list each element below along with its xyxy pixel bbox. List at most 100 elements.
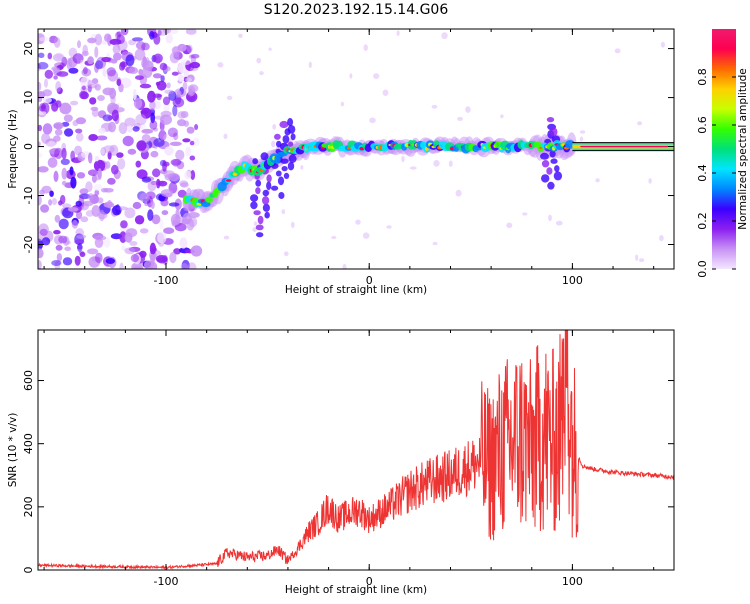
heatmap-cell: [170, 158, 182, 166]
heatmap-cell: [549, 150, 556, 158]
heatmap-cell: [432, 241, 438, 246]
y-tick-label: -20: [22, 236, 35, 254]
heatmap-cell: [277, 176, 285, 186]
heatmap-cell: [659, 235, 664, 242]
heatmap-cell: [648, 178, 652, 184]
colorbar: 0.0 0.2 0.4 0.6 0.8 Normalized spectral ampl…: [696, 29, 749, 278]
heatmap-cell: [135, 75, 144, 80]
heatmap-cell: [139, 83, 152, 89]
heatmap-cell: [167, 127, 178, 138]
heatmap-cell: [70, 150, 76, 162]
heatmap-cell: [40, 204, 50, 213]
heatmap-cell: [44, 69, 53, 79]
heatmap-cell: [431, 104, 438, 109]
heatmap-cell: [110, 58, 118, 64]
heatmap-cell: [38, 52, 45, 58]
heatmap-cell: [98, 127, 106, 134]
heatmap-cell: [190, 245, 203, 257]
y-tick-label: 0: [22, 143, 35, 150]
heatmap-cell: [192, 137, 200, 147]
heatmap-cell: [153, 138, 165, 147]
heatmap-cell: [76, 172, 86, 179]
heatmap-cell: [94, 33, 103, 46]
heatmap-cell: [639, 258, 645, 262]
heatmap-cell: [71, 219, 79, 229]
heatmap-cell: [546, 117, 555, 123]
heatmap-cell: [159, 219, 164, 230]
heatmap-cell: [38, 260, 42, 269]
heatmap-cell: [132, 37, 143, 42]
heatmap-cell: [108, 121, 116, 133]
heatmap-cell: [135, 114, 147, 126]
heatmap-cell: [129, 241, 138, 246]
heatmap-cell: [162, 29, 172, 34]
heatmap-cell: [116, 78, 122, 87]
heatmap-cell: [103, 236, 111, 248]
heatmap-cell: [290, 133, 296, 141]
heatmap-cell: [51, 198, 58, 205]
heatmap-cell: [157, 29, 162, 36]
heatmap-cell: [455, 189, 462, 197]
heatmap-cell: [118, 122, 128, 135]
heatmap-cell: [61, 203, 72, 209]
heatmap-cell: [88, 152, 93, 164]
heatmap-cell: [133, 253, 141, 265]
heatmap-cell: [75, 200, 83, 207]
heatmap-cell: [111, 164, 119, 175]
heatmap-cell: [140, 107, 152, 119]
heatmap-cell: [53, 75, 58, 80]
heatmap-cell: [349, 73, 353, 79]
heatmap-cell: [153, 34, 161, 45]
heatmap-cell: [546, 167, 553, 175]
heatmap-cell: [117, 158, 126, 170]
heatmap-cell: [166, 82, 171, 89]
heatmap-cell: [75, 210, 83, 220]
heatmap-cell: [38, 152, 43, 159]
heatmap-cell: [130, 254, 140, 263]
heatmap-cell: [161, 210, 169, 216]
heatmap-cell: [141, 42, 150, 51]
heatmap-cell: [106, 200, 113, 209]
heatmap-cell: [132, 266, 144, 269]
heatmap-cell: [91, 78, 99, 85]
heatmap-cell: [280, 158, 289, 164]
heatmap-cell: [255, 179, 262, 187]
heatmap-cell: [135, 160, 142, 168]
heatmap-cell: [41, 237, 51, 246]
colorbar-gradient: [712, 29, 736, 269]
heatmap-cell: [147, 90, 156, 103]
heatmap-cell: [190, 170, 196, 180]
heatmap-cell: [264, 211, 270, 219]
heatmap-cell: [168, 90, 177, 101]
heatmap-cell: [194, 124, 199, 130]
heatmap-cell: [38, 81, 42, 91]
heatmap-cell: [185, 77, 193, 83]
colorbar-ticks: 0.0 0.2 0.4 0.6 0.8: [696, 68, 736, 278]
heatmap-cell: [183, 120, 189, 127]
heatmap-cell: [160, 114, 172, 125]
heatmap-cell: [255, 224, 264, 231]
snr-xlabel: Height of straight line (km): [285, 584, 427, 596]
heatmap-cell: [287, 161, 295, 171]
colorbar-tick-label: 0.4: [696, 164, 709, 182]
heatmap-cell: [187, 262, 197, 269]
heatmap-cell: [87, 79, 93, 88]
heatmap-cell: [223, 235, 230, 240]
heatmap-cell: [93, 184, 103, 191]
heatmap-cell: [124, 117, 136, 128]
heatmap-cell: [500, 114, 504, 119]
heatmap-cell: [52, 53, 65, 62]
heatmap-cell: [94, 189, 100, 196]
heatmap-cell: [279, 120, 289, 129]
heatmap-cell: [256, 232, 264, 238]
heatmap-cell: [190, 53, 200, 59]
heatmap-cell: [173, 248, 181, 255]
heatmap-cell: [165, 33, 173, 44]
heatmap-cell: [189, 61, 201, 69]
heatmap-cell: [41, 132, 51, 144]
spectrogram-frame: [37, 28, 675, 270]
heatmap-cell: [614, 48, 621, 54]
heatmap-cell: [271, 185, 279, 191]
x-tick-label: 0: [366, 274, 373, 287]
heatmap-cell: [177, 43, 187, 52]
